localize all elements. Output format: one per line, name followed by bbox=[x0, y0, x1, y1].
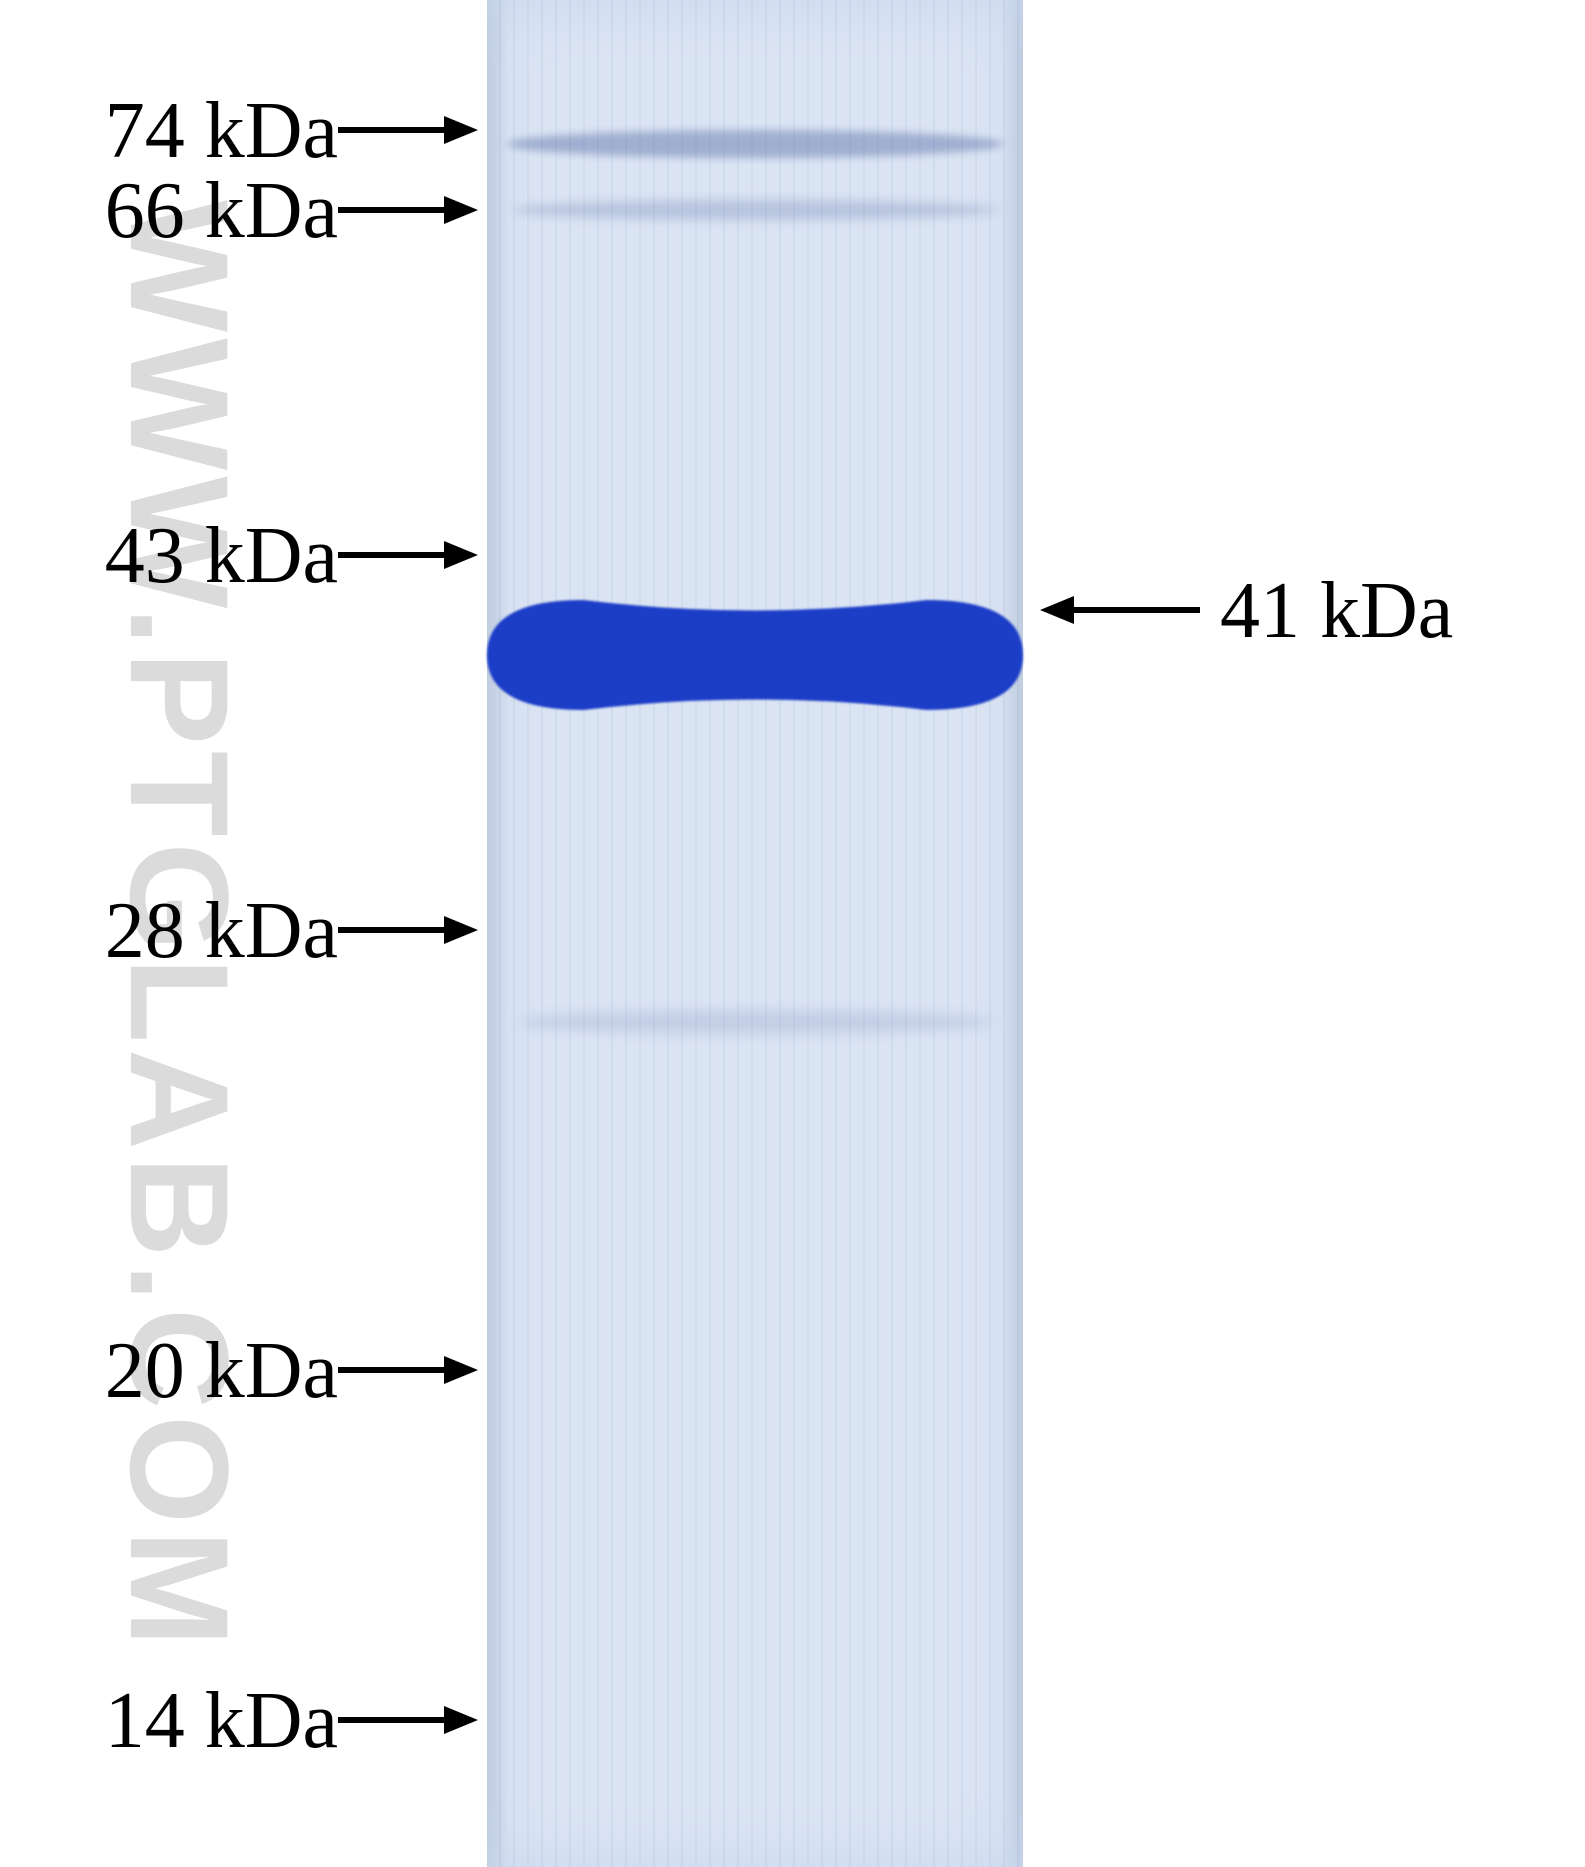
arrow-shaft bbox=[338, 927, 444, 933]
arrow-head-icon bbox=[444, 196, 478, 224]
lane-texture bbox=[487, 0, 1023, 1867]
arrow-shaft bbox=[1074, 607, 1200, 613]
arrow-shaft bbox=[338, 1717, 444, 1723]
arrow-head-icon bbox=[444, 1356, 478, 1384]
mw-marker-label: 43 kDa bbox=[105, 511, 338, 602]
mw-marker-label: 66 kDa bbox=[105, 166, 338, 257]
gel-figure: WWW.PTGLAB.COM74 kDa66 kDa43 kDa28 kDa20… bbox=[0, 0, 1585, 1867]
arrow-shaft bbox=[338, 552, 444, 558]
mw-marker-label: 14 kDa bbox=[105, 1676, 338, 1767]
protein-band-main bbox=[487, 600, 1023, 710]
mw-marker-label: 74 kDa bbox=[105, 86, 338, 177]
protein-band-faint-3 bbox=[517, 1010, 993, 1034]
protein-band-faint-1 bbox=[512, 200, 998, 220]
mw-marker-label: 20 kDa bbox=[105, 1326, 338, 1417]
arrow-head-icon bbox=[444, 116, 478, 144]
arrow-shaft bbox=[338, 1367, 444, 1373]
arrow-shaft bbox=[338, 127, 444, 133]
arrow-shaft bbox=[338, 207, 444, 213]
protein-band-faint-0 bbox=[507, 130, 1003, 158]
sample-band-label: 41 kDa bbox=[1220, 566, 1453, 657]
arrow-head-icon bbox=[444, 916, 478, 944]
mw-marker-label: 28 kDa bbox=[105, 886, 338, 977]
arrow-head-icon bbox=[444, 541, 478, 569]
arrow-head-icon bbox=[444, 1706, 478, 1734]
arrow-head-icon bbox=[1040, 596, 1074, 624]
